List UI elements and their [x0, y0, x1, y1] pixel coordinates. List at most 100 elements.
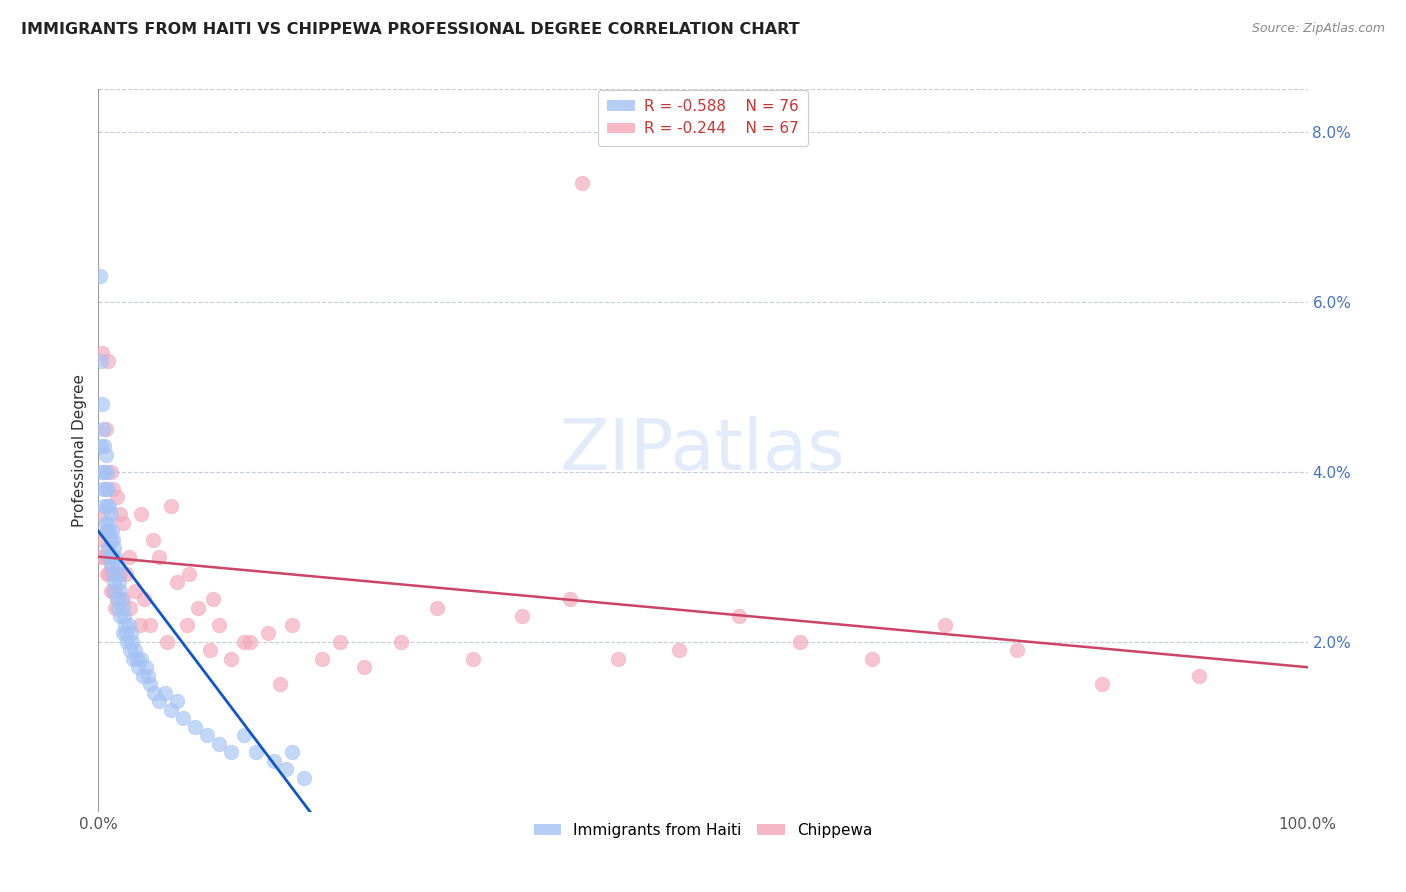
Point [108, 583, 131, 598]
Point [269, 677, 291, 691]
Point [91, 397, 114, 411]
Point [100, 583, 122, 598]
Point [148, 694, 170, 708]
Point [107, 566, 129, 581]
Point [100, 533, 122, 547]
Point [139, 677, 162, 691]
Point [101, 566, 124, 581]
Point [160, 499, 183, 513]
Point [93, 465, 115, 479]
Point [98, 499, 121, 513]
Point [93, 439, 115, 453]
Point [1091, 677, 1114, 691]
Point [111, 600, 134, 615]
Point [281, 617, 304, 632]
Point [239, 634, 262, 648]
Point [91, 345, 114, 359]
Point [124, 583, 146, 598]
Point [103, 541, 125, 556]
Point [1188, 669, 1211, 683]
Point [115, 566, 138, 581]
Point [208, 617, 231, 632]
Point [103, 566, 125, 581]
Point [90, 354, 112, 368]
Point [728, 609, 751, 624]
Point [91, 465, 114, 479]
Point [221, 651, 243, 665]
Point [100, 465, 122, 479]
Point [97, 516, 120, 530]
Point [97, 541, 120, 556]
Point [124, 643, 146, 657]
Point [153, 686, 176, 700]
Point [245, 745, 267, 759]
Point [135, 660, 157, 674]
Point [91, 533, 114, 547]
Text: Source: ZipAtlas.com: Source: ZipAtlas.com [1251, 22, 1385, 36]
Point [118, 617, 141, 632]
Point [156, 634, 179, 648]
Point [107, 592, 129, 607]
Point [89, 269, 111, 284]
Point [134, 592, 156, 607]
Point [120, 626, 142, 640]
Y-axis label: Professional Degree: Professional Degree [72, 374, 87, 527]
Point [143, 686, 166, 700]
Point [101, 533, 124, 547]
Point [136, 669, 159, 683]
Point [132, 669, 155, 683]
Point [463, 651, 485, 665]
Text: ZIPatlas: ZIPatlas [560, 416, 846, 485]
Point [256, 626, 278, 640]
Point [108, 566, 131, 581]
Point [100, 558, 122, 573]
Point [94, 524, 117, 539]
Point [176, 617, 198, 632]
Point [104, 600, 127, 615]
Point [111, 516, 134, 530]
Point [208, 737, 231, 751]
Point [121, 634, 143, 648]
Point [96, 524, 118, 539]
Point [139, 617, 162, 632]
Point [789, 634, 811, 648]
Point [281, 745, 304, 759]
Point [94, 422, 117, 436]
Point [148, 549, 170, 564]
Point [118, 600, 141, 615]
Point [389, 634, 412, 648]
Point [91, 422, 114, 436]
Point [112, 609, 135, 624]
Point [96, 499, 118, 513]
Point [232, 634, 254, 648]
Point [94, 516, 117, 530]
Point [329, 634, 352, 648]
Point [118, 549, 141, 564]
Point [128, 617, 150, 632]
Point [98, 524, 121, 539]
Point [172, 711, 194, 725]
Point [90, 439, 112, 453]
Point [90, 549, 112, 564]
Point [607, 651, 630, 665]
Point [1007, 643, 1029, 657]
Point [232, 728, 254, 742]
Point [860, 651, 883, 665]
Point [263, 754, 285, 768]
Point [101, 583, 124, 598]
Point [129, 651, 152, 665]
Point [100, 507, 122, 521]
Point [107, 600, 129, 615]
Point [97, 354, 120, 368]
Point [117, 634, 139, 648]
Point [96, 566, 118, 581]
Point [166, 694, 188, 708]
Point [110, 592, 132, 607]
Point [100, 524, 122, 539]
Point [114, 617, 136, 632]
Point [184, 720, 207, 734]
Point [187, 600, 209, 615]
Point [274, 762, 297, 776]
Legend: Immigrants from Haiti, Chippewa: Immigrants from Haiti, Chippewa [527, 816, 879, 844]
Point [98, 566, 121, 581]
